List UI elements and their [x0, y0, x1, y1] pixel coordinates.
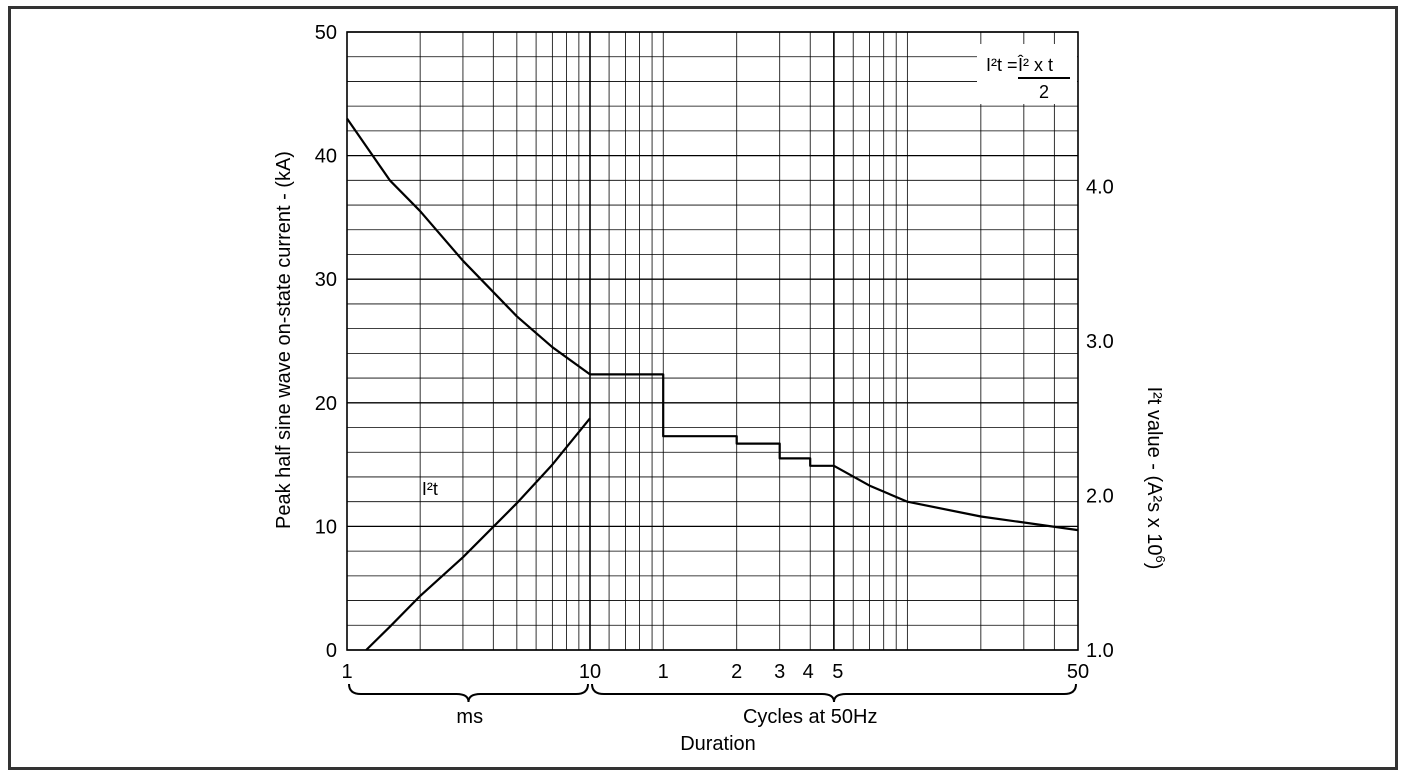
y-tick-label: 50: [315, 22, 337, 44]
formula-numerator: Î² x t: [1017, 55, 1053, 75]
x-tick-label: 4: [803, 661, 814, 683]
x-axis-title: Duration: [680, 733, 756, 755]
axes: [346, 31, 1079, 651]
segment-label: ms: [456, 706, 483, 728]
x-tick-label: 5: [832, 661, 843, 683]
x-tick-label: 1: [658, 661, 669, 683]
formula-denominator: 2: [1039, 82, 1049, 102]
brace-cycles: [591, 683, 1077, 703]
y2-axis-title: I²t value - (A²s x 106): [1143, 387, 1168, 570]
grid: [347, 31, 1078, 651]
plot-border: [346, 31, 1079, 651]
y2-tick-label: 3.0: [1086, 331, 1114, 353]
formula-background: [977, 44, 1077, 104]
series-line-0: [346, 117, 591, 376]
y-tick-label: 40: [315, 146, 337, 168]
brace-ms: [348, 683, 589, 703]
formula-lhs: I²t =: [986, 55, 1018, 75]
curves: [346, 117, 1079, 651]
x-tick-label: 1: [341, 661, 352, 683]
y-tick-label: 10: [315, 516, 337, 538]
formula-box: I²t = Î² x t 2: [977, 44, 1077, 104]
series-line-1: [589, 373, 1079, 532]
x-tick-label: 50: [1067, 661, 1089, 683]
series-line-2: [365, 417, 591, 651]
y2-tick-label: 2.0: [1086, 486, 1114, 508]
y2-tick-label: 4.0: [1086, 177, 1114, 199]
y-tick-label: 0: [326, 640, 337, 662]
chart-frame: [8, 6, 1398, 770]
x-tick-label: 10: [579, 661, 601, 683]
x-tick-label: 3: [774, 661, 785, 683]
segment-label: Cycles at 50Hz: [743, 706, 878, 728]
y-tick-label: 30: [315, 269, 337, 291]
series-label: I²t: [422, 479, 438, 499]
y-axis-title: Peak half sine wave on-state current - (…: [273, 151, 295, 529]
x-tick-label: 2: [731, 661, 742, 683]
y-tick-label: 20: [315, 393, 337, 415]
y2-tick-label: 1.0: [1086, 640, 1114, 662]
